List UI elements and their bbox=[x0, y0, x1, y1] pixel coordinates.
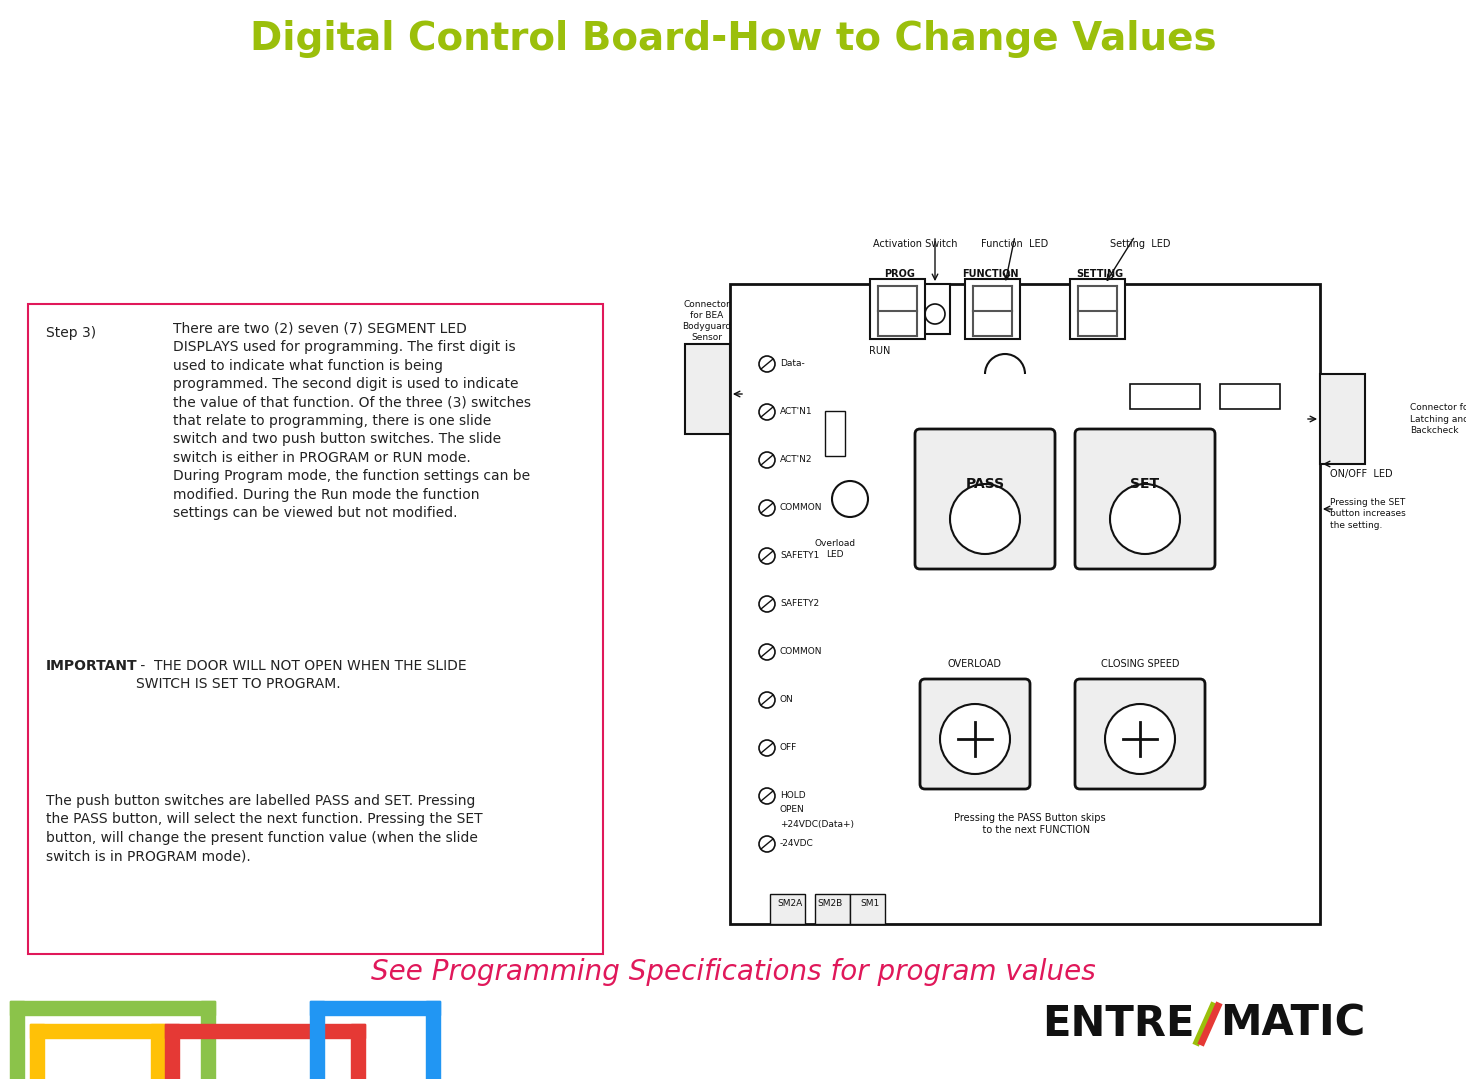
Text: COMMON: COMMON bbox=[780, 504, 822, 513]
Text: PROG: PROG bbox=[884, 269, 915, 279]
Circle shape bbox=[759, 644, 776, 660]
Circle shape bbox=[759, 788, 776, 804]
Text: PASS: PASS bbox=[966, 477, 1004, 491]
Text: Pressing the SET
button increases
the setting.: Pressing the SET button increases the se… bbox=[1330, 498, 1406, 530]
Circle shape bbox=[940, 704, 1010, 774]
Bar bbox=[730, 284, 1319, 924]
Bar bbox=[850, 894, 885, 924]
Circle shape bbox=[833, 481, 868, 517]
Text: Setting  LED: Setting LED bbox=[1110, 240, 1170, 249]
Bar bbox=[685, 344, 730, 434]
Text: HOLD: HOLD bbox=[780, 792, 806, 801]
Bar bbox=[1220, 384, 1280, 409]
Text: FUNCTION: FUNCTION bbox=[962, 269, 1019, 279]
FancyBboxPatch shape bbox=[915, 429, 1056, 569]
Bar bbox=[770, 894, 805, 924]
Bar bbox=[151, 1024, 166, 1079]
Text: Activation Switch: Activation Switch bbox=[872, 240, 957, 249]
Text: SM2B: SM2B bbox=[818, 900, 843, 909]
Text: +24VDC(Data+): +24VDC(Data+) bbox=[780, 819, 855, 829]
Text: ENTRE: ENTRE bbox=[1042, 1003, 1195, 1044]
Bar bbox=[815, 894, 850, 924]
Text: OPEN: OPEN bbox=[780, 806, 805, 815]
Text: -  THE DOOR WILL NOT OPEN WHEN THE SLIDE
SWITCH IS SET TO PROGRAM.: - THE DOOR WILL NOT OPEN WHEN THE SLIDE … bbox=[136, 659, 466, 692]
Text: SETTING: SETTING bbox=[1076, 269, 1123, 279]
Text: Function  LED: Function LED bbox=[981, 240, 1048, 249]
FancyBboxPatch shape bbox=[1075, 429, 1215, 569]
Text: CLOSING SPEED: CLOSING SPEED bbox=[1101, 659, 1179, 669]
Text: See Programming Specifications for program values: See Programming Specifications for progr… bbox=[371, 958, 1095, 986]
Bar bbox=[28, 304, 603, 954]
Circle shape bbox=[1110, 484, 1180, 554]
Bar bbox=[350, 1024, 365, 1079]
Circle shape bbox=[759, 692, 776, 708]
Text: -24VDC: -24VDC bbox=[780, 839, 814, 848]
Text: Connector
for BEA
Bodyguard
Sensor: Connector for BEA Bodyguard Sensor bbox=[683, 300, 732, 342]
Text: RUN: RUN bbox=[869, 346, 891, 356]
FancyBboxPatch shape bbox=[1075, 679, 1205, 789]
Bar bbox=[10, 1001, 23, 1079]
Circle shape bbox=[759, 596, 776, 612]
Text: SAFETY1: SAFETY1 bbox=[780, 551, 819, 560]
Text: OVERLOAD: OVERLOAD bbox=[949, 659, 1001, 669]
Text: Pressing the PASS Button skips
    to the next FUNCTION: Pressing the PASS Button skips to the ne… bbox=[954, 812, 1105, 835]
Bar bbox=[201, 1001, 216, 1079]
Bar bbox=[309, 1001, 324, 1079]
Bar bbox=[921, 284, 950, 334]
Text: Digital Control Board-How to Change Values: Digital Control Board-How to Change Valu… bbox=[249, 21, 1217, 58]
Text: SM2A: SM2A bbox=[777, 900, 802, 909]
Bar bbox=[965, 279, 1020, 339]
Bar bbox=[427, 1001, 440, 1079]
Bar bbox=[29, 1024, 44, 1079]
Text: SM1: SM1 bbox=[861, 900, 880, 909]
Circle shape bbox=[1105, 704, 1176, 774]
Text: ACT'N1: ACT'N1 bbox=[780, 408, 812, 416]
Circle shape bbox=[925, 304, 946, 324]
Bar bbox=[1130, 384, 1201, 409]
Bar bbox=[309, 1001, 440, 1015]
Text: SET: SET bbox=[1130, 477, 1160, 491]
Circle shape bbox=[759, 452, 776, 468]
Text: Overload
LED: Overload LED bbox=[815, 540, 856, 559]
Text: MATIC: MATIC bbox=[1220, 1003, 1365, 1044]
Circle shape bbox=[759, 500, 776, 516]
Text: SAFETY2: SAFETY2 bbox=[780, 600, 819, 609]
Text: Data-: Data- bbox=[780, 359, 805, 369]
Text: ON/OFF  LED: ON/OFF LED bbox=[1330, 469, 1393, 479]
Circle shape bbox=[759, 548, 776, 564]
Text: The push button switches are labelled PASS and SET. Pressing
the PASS button, wi: The push button switches are labelled PA… bbox=[45, 794, 482, 863]
Bar bbox=[1070, 279, 1124, 339]
Circle shape bbox=[759, 356, 776, 372]
FancyBboxPatch shape bbox=[921, 679, 1031, 789]
Bar bbox=[869, 279, 925, 339]
Text: IMPORTANT: IMPORTANT bbox=[45, 659, 138, 673]
Text: ON: ON bbox=[780, 696, 793, 705]
Bar bbox=[29, 1024, 166, 1038]
Circle shape bbox=[950, 484, 1020, 554]
Bar bbox=[825, 411, 844, 456]
Text: OFF: OFF bbox=[780, 743, 798, 752]
Circle shape bbox=[759, 404, 776, 420]
Circle shape bbox=[759, 836, 776, 852]
Text: There are two (2) seven (7) SEGMENT LED
DISPLAYS used for programming. The first: There are two (2) seven (7) SEGMENT LED … bbox=[173, 322, 531, 520]
Text: Step 3): Step 3) bbox=[45, 326, 97, 340]
Bar bbox=[1319, 374, 1365, 464]
Text: COMMON: COMMON bbox=[780, 647, 822, 656]
Bar bbox=[10, 1001, 216, 1015]
Circle shape bbox=[759, 740, 776, 756]
Bar bbox=[166, 1024, 179, 1079]
Bar bbox=[166, 1024, 365, 1038]
Text: ACT'N2: ACT'N2 bbox=[780, 455, 812, 464]
Text: Connector for
Latching and
Backcheck: Connector for Latching and Backcheck bbox=[1410, 404, 1466, 435]
